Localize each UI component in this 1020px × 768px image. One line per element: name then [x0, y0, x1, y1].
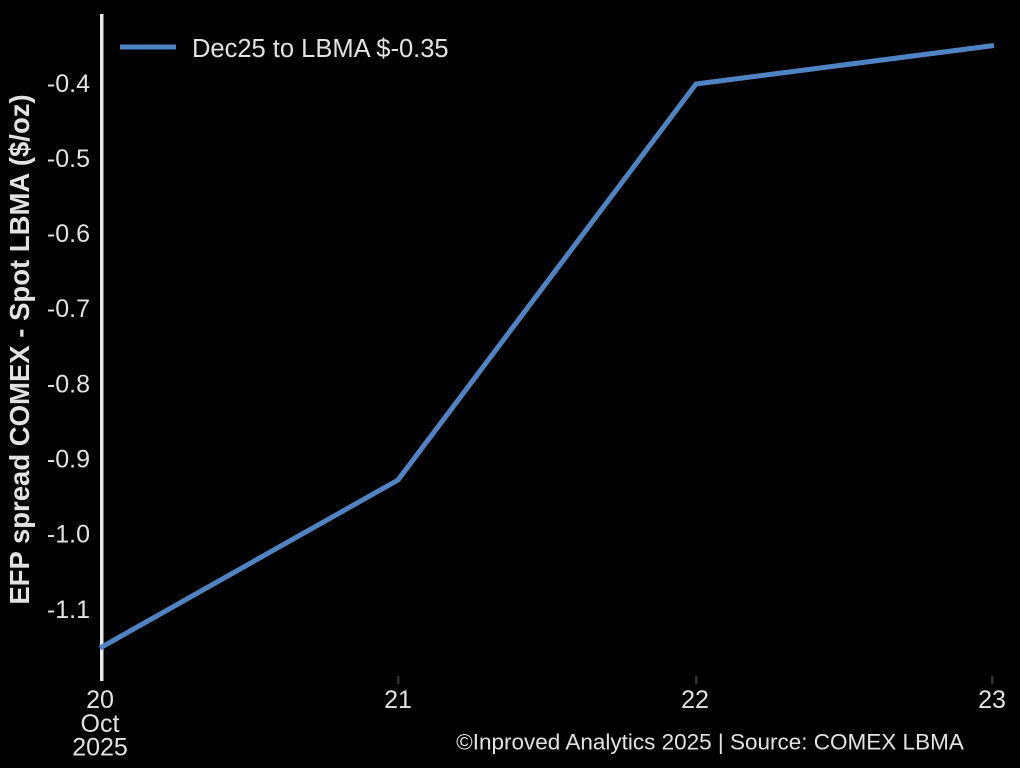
svg-text:-0.6: -0.6: [47, 220, 90, 248]
svg-text:20: 20: [86, 686, 114, 714]
svg-text:-0.7: -0.7: [47, 295, 90, 323]
svg-text:-1.0: -1.0: [47, 521, 90, 549]
svg-text:2025: 2025: [72, 733, 128, 761]
svg-text:23: 23: [978, 686, 1006, 714]
svg-text:-0.8: -0.8: [47, 370, 90, 398]
svg-text:-0.5: -0.5: [47, 145, 90, 173]
svg-text:©Inproved Analytics 2025 | Sou: ©Inproved Analytics 2025 | Source: COMEX…: [456, 730, 964, 755]
svg-text:-1.1: -1.1: [47, 596, 90, 624]
svg-text:Oct: Oct: [81, 710, 120, 738]
svg-text:Dec25 to LBMA $-0.35: Dec25 to LBMA $-0.35: [192, 35, 449, 63]
svg-text:-0.4: -0.4: [47, 70, 90, 98]
svg-text:21: 21: [384, 686, 412, 714]
svg-text:22: 22: [681, 686, 709, 714]
svg-text:EFP spread COMEX - Spot LBMA (: EFP spread COMEX - Spot LBMA ($/oz): [4, 94, 35, 604]
svg-text:-0.9: -0.9: [47, 446, 90, 474]
